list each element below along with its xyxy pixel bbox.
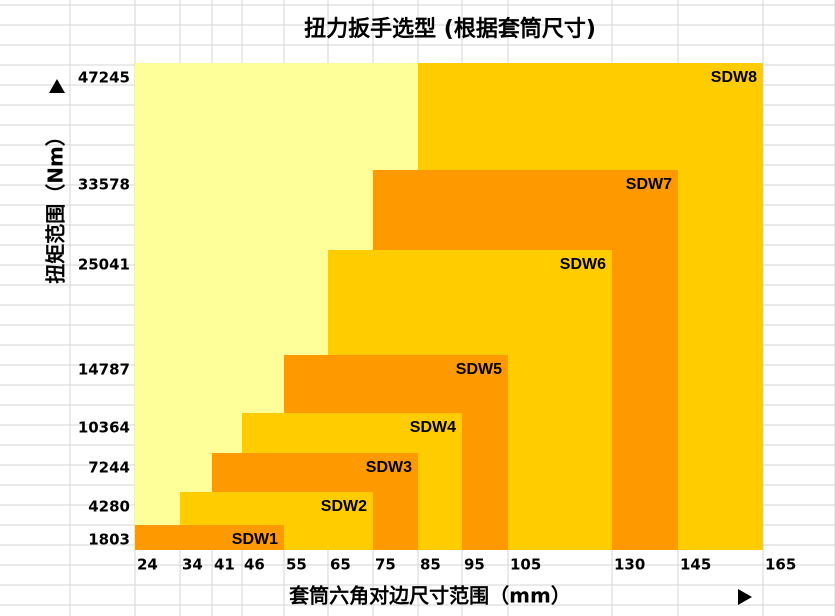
y-tick-label: 25041: [78, 256, 130, 274]
model-label: SDW2: [321, 498, 367, 515]
x-tick-label: 75: [375, 556, 396, 574]
model-label: SDW6: [560, 256, 606, 273]
plot-area: SDW1 SDW2 SDW3 SDW4 SDW5 SDW6 SDW7 SDW8 1803 4280…: [78, 63, 796, 574]
x-tick-label: 41: [214, 556, 235, 574]
y-tick-label: 4280: [88, 498, 130, 516]
model-label: SDW8: [711, 69, 757, 86]
x-tick-label: 105: [510, 556, 541, 574]
x-tick-label: 24: [137, 556, 158, 574]
x-tick-label: 95: [464, 556, 485, 574]
y-arrow: [49, 79, 65, 93]
model-label: SDW4: [410, 419, 456, 436]
x-tick-label: 85: [420, 556, 441, 574]
y-axis-label: 扭矩范围（Nm）: [44, 126, 68, 284]
x-arrow: [738, 589, 752, 605]
x-tick-label: 46: [244, 556, 265, 574]
model-label: SDW7: [626, 176, 672, 193]
y-tick-label: 47245: [78, 69, 130, 87]
chart-title: 扭力扳手选型 (根据套筒尺寸): [304, 16, 596, 42]
y-tick-label: 14787: [78, 361, 130, 379]
model-block: [135, 525, 284, 550]
y-tick-label: 10364: [78, 419, 130, 437]
model-label: SDW1: [232, 531, 278, 548]
x-tick-label: 34: [182, 556, 203, 574]
y-tick-label: 7244: [88, 459, 130, 477]
y-tick-label: 1803: [88, 531, 130, 549]
x-axis-label: 套筒六角对边尺寸范围（mm）: [289, 584, 571, 608]
x-tick-label: 55: [286, 556, 307, 574]
x-tick-label: 65: [330, 556, 351, 574]
x-tick-label: 165: [765, 556, 796, 574]
model-label: SDW3: [366, 459, 412, 476]
x-tick-label: 145: [680, 556, 711, 574]
x-tick-label: 130: [614, 556, 645, 574]
model-label: SDW5: [456, 361, 502, 378]
y-tick-label: 33578: [78, 176, 130, 194]
